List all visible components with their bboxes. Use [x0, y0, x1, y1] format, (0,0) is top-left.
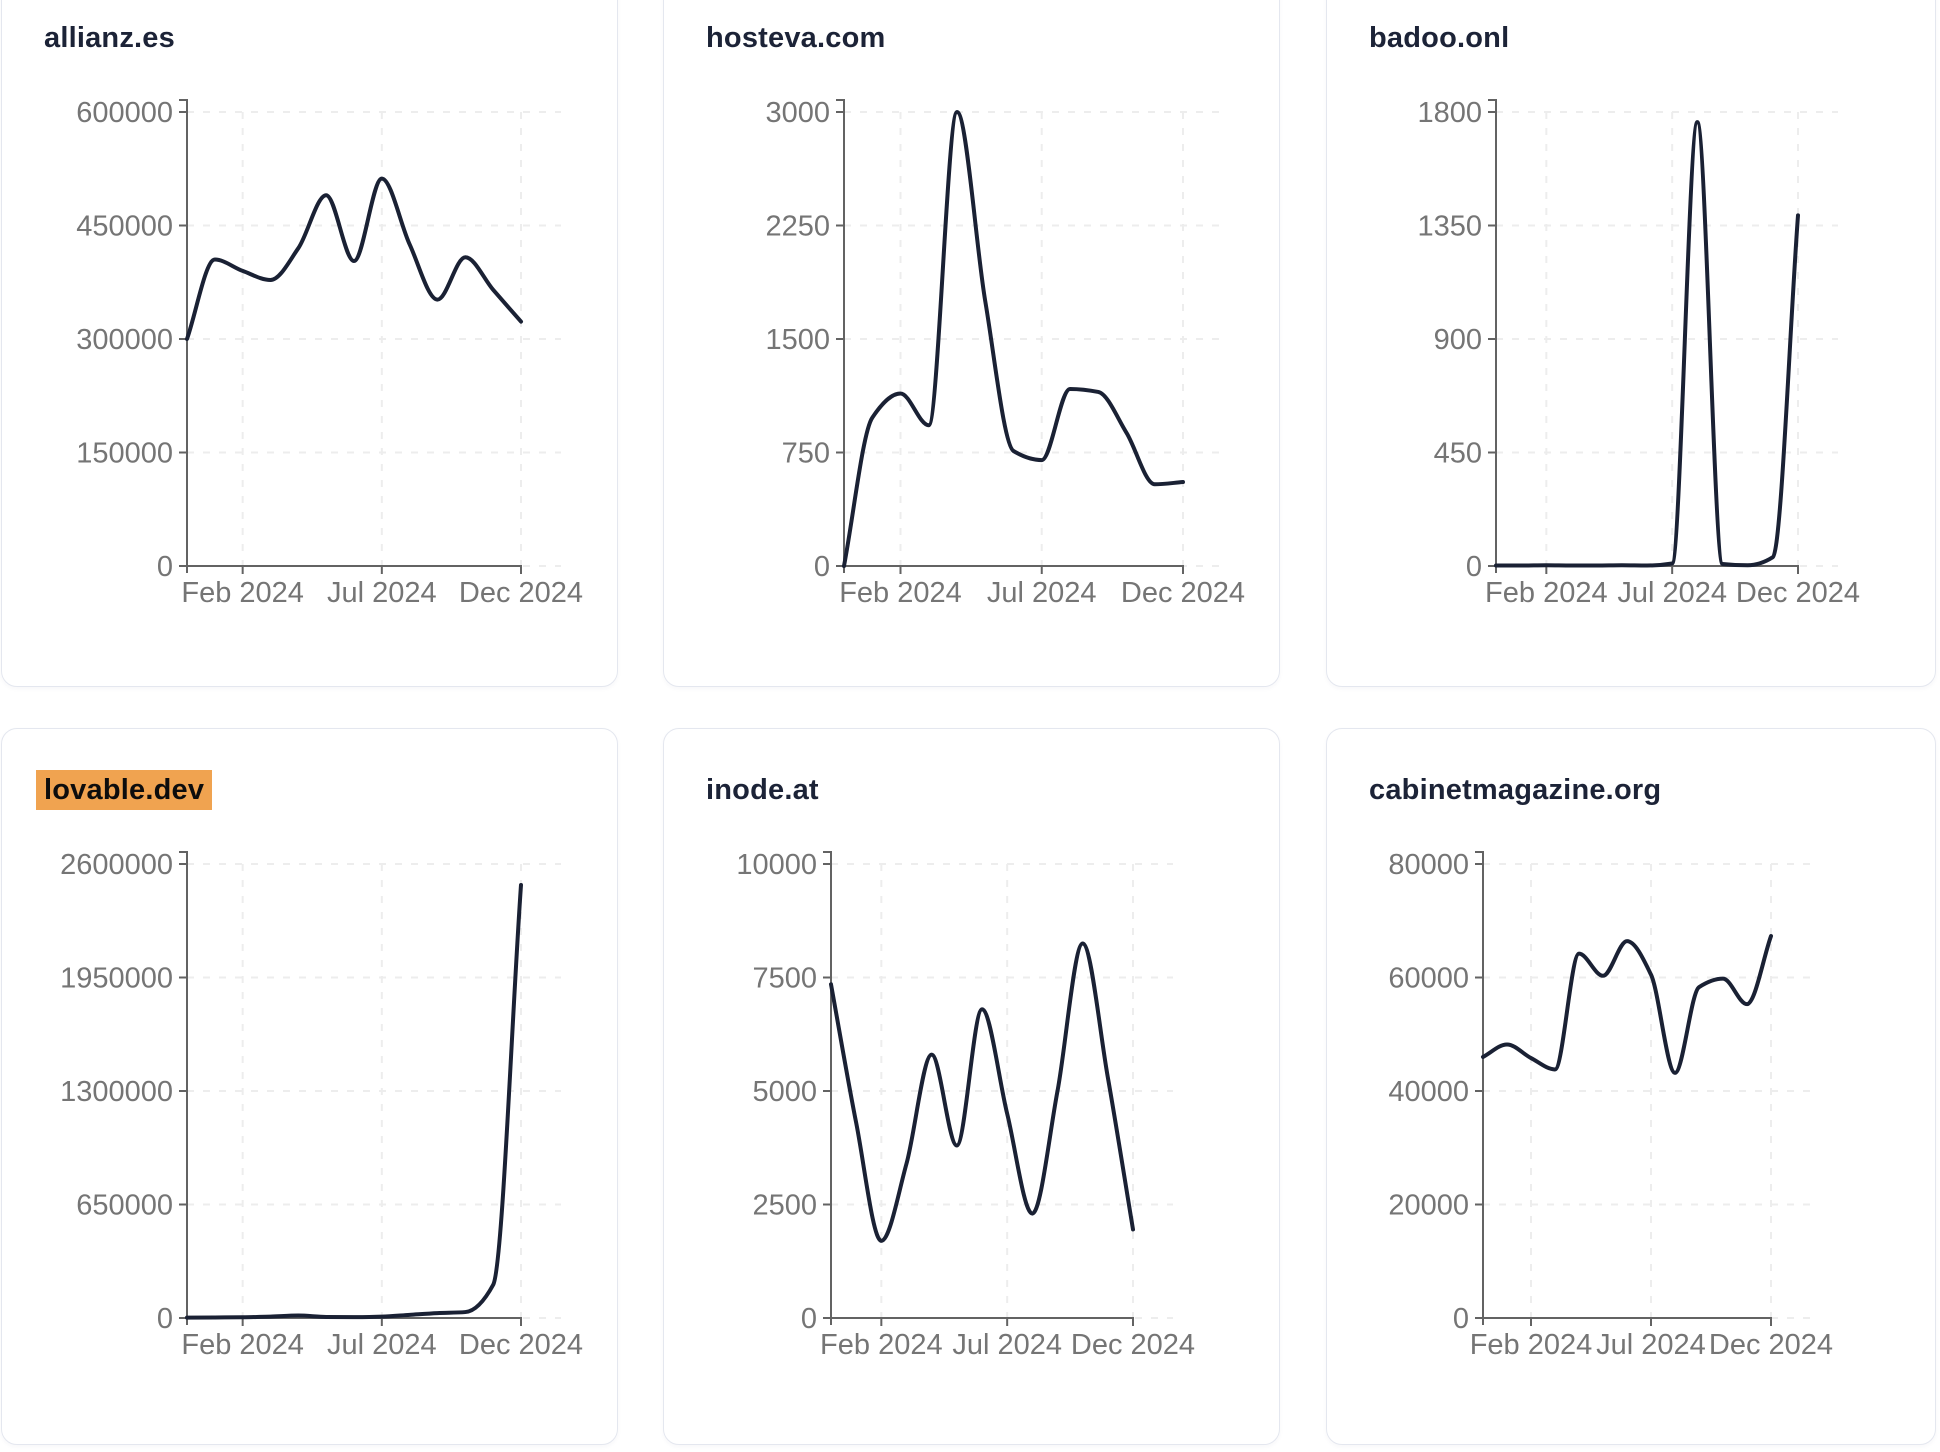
chart-title: cabinetmagazine.org — [1369, 773, 1893, 807]
x-axis-tick-label: Feb 2024 — [839, 577, 962, 609]
chart-title-text: inode.at — [706, 774, 819, 806]
y-axis-tick-label: 2600000 — [60, 849, 173, 881]
x-axis-tick-label: Jul 2024 — [952, 1329, 1062, 1361]
data-line — [185, 882, 523, 1320]
y-axis-tick-label: 0 — [157, 1303, 173, 1335]
x-axis-tick-label: Dec 2024 — [1709, 1329, 1833, 1361]
y-axis — [1488, 99, 1497, 566]
y-axis-tick-label: 450 — [1434, 438, 1482, 470]
y-axis-tick-label: 1800 — [1417, 97, 1482, 129]
line-chart: 0 150000 300000 450000 600000 Feb 2024 Jul 202… — [76, 97, 583, 609]
y-axis — [179, 99, 188, 566]
data-line — [842, 110, 1185, 568]
y-axis-tick-label: 2250 — [765, 211, 830, 243]
chart-title: hosteva.com — [706, 21, 1237, 55]
line-chart: 0 450 900 1350 1800 Feb 2024 Jul 2024 Dec 2024 — [1417, 97, 1860, 609]
y-axis-tick-label: 0 — [1466, 551, 1482, 583]
y-axis-tick-label: 450000 — [76, 211, 173, 243]
chart-title: lovable.dev — [36, 770, 575, 810]
x-axis-tick-label: Dec 2024 — [1736, 577, 1860, 609]
x-axis-tick-label: Dec 2024 — [1121, 577, 1245, 609]
x-axis — [830, 1317, 1134, 1325]
data-line — [185, 176, 523, 341]
chart-title-text: badoo.onl — [1369, 22, 1510, 54]
data-line — [829, 941, 1135, 1243]
y-axis-tick-label: 0 — [814, 551, 830, 583]
y-axis — [1475, 851, 1484, 1318]
chart-title: badoo.onl — [1369, 21, 1893, 55]
chart-title: inode.at — [706, 773, 1237, 807]
x-axis-tick-label: Dec 2024 — [459, 577, 583, 609]
y-axis — [823, 851, 832, 1318]
chart-card: allianz.es 0 150000 300000 450000 600000 Feb … — [1, 0, 618, 687]
x-axis-tick-label: Feb 2024 — [820, 1329, 943, 1361]
chart-card: hosteva.com 0 750 1500 2250 3000 Feb 2024 Jul … — [663, 0, 1280, 687]
chart-title-text: allianz.es — [44, 22, 175, 54]
y-axis-tick-label: 650000 — [76, 1190, 173, 1222]
line-chart: 0 650000 1300000 1950000 2600000 Feb 2024 Jul … — [60, 849, 583, 1361]
y-axis-tick-label: 1950000 — [60, 963, 173, 995]
highlighted-chart-title-text: lovable.dev — [36, 770, 213, 810]
x-axis-tick-label: Jul 2024 — [327, 577, 437, 609]
y-axis-tick-label: 7500 — [752, 963, 817, 995]
data-line — [1494, 120, 1800, 568]
x-axis-tick-label: Jul 2024 — [1596, 1329, 1706, 1361]
chart-card: inode.at 0 2500 5000 7500 10000 Feb 2024 Jul 2… — [663, 728, 1280, 1445]
x-axis-tick-label: Jul 2024 — [987, 577, 1097, 609]
chart-card: cabinetmagazine.org 0 20000 40000 60000 8000… — [1326, 728, 1936, 1445]
y-axis-tick-label: 900 — [1434, 324, 1482, 356]
chart-title-text: hosteva.com — [706, 22, 886, 54]
line-chart: 0 20000 40000 60000 80000 Feb 2024 Jul 2024 Dec… — [1388, 849, 1833, 1361]
y-axis-tick-label: 40000 — [1388, 1076, 1469, 1108]
x-axis-tick-label: Feb 2024 — [1470, 1329, 1593, 1361]
y-axis-tick-label: 5000 — [752, 1076, 817, 1108]
x-axis-tick-label: Feb 2024 — [181, 1329, 304, 1361]
x-axis — [1482, 1317, 1772, 1325]
x-axis-tick-label: Jul 2024 — [327, 1329, 437, 1361]
chart-card: badoo.onl 0 450 900 1350 1800 Feb 2024 Jul 202… — [1326, 0, 1936, 687]
data-line — [1481, 934, 1773, 1075]
x-axis-tick-label: Feb 2024 — [181, 577, 304, 609]
y-axis-tick-label: 1500 — [765, 324, 830, 356]
y-axis-tick-label: 0 — [157, 551, 173, 583]
y-axis-tick-label: 1350 — [1417, 211, 1482, 243]
y-axis-tick-label: 10000 — [736, 849, 817, 881]
chart-title-text: cabinetmagazine.org — [1369, 774, 1662, 806]
x-axis-tick-label: Dec 2024 — [459, 1329, 583, 1361]
line-chart: 0 2500 5000 7500 10000 Feb 2024 Jul 2024 Dec 20… — [736, 849, 1195, 1361]
y-axis — [836, 99, 845, 566]
y-axis-tick-label: 60000 — [1388, 963, 1469, 995]
y-axis-tick-label: 1300000 — [60, 1076, 173, 1108]
x-axis — [843, 565, 1184, 573]
line-chart: 0 750 1500 2250 3000 Feb 2024 Jul 2024 Dec 2024 — [765, 97, 1245, 609]
y-axis-tick-label: 80000 — [1388, 849, 1469, 881]
y-axis-tick-label: 2500 — [752, 1190, 817, 1222]
y-axis — [179, 851, 188, 1318]
y-axis-tick-label: 300000 — [76, 324, 173, 356]
x-axis-tick-label: Feb 2024 — [1485, 577, 1608, 609]
x-axis-tick-label: Jul 2024 — [1617, 577, 1727, 609]
chart-title: allianz.es — [44, 21, 575, 55]
y-axis-tick-label: 20000 — [1388, 1190, 1469, 1222]
y-axis-tick-label: 600000 — [76, 97, 173, 129]
y-axis-tick-label: 0 — [1453, 1303, 1469, 1335]
x-axis-tick-label: Dec 2024 — [1071, 1329, 1195, 1361]
y-axis-tick-label: 3000 — [765, 97, 830, 129]
y-axis-tick-label: 750 — [782, 438, 830, 470]
x-axis — [186, 565, 522, 573]
y-axis-tick-label: 0 — [801, 1303, 817, 1335]
chart-card: lovable.dev 0 650000 1300000 1950000 2600000… — [1, 728, 618, 1445]
y-axis-tick-label: 150000 — [76, 438, 173, 470]
